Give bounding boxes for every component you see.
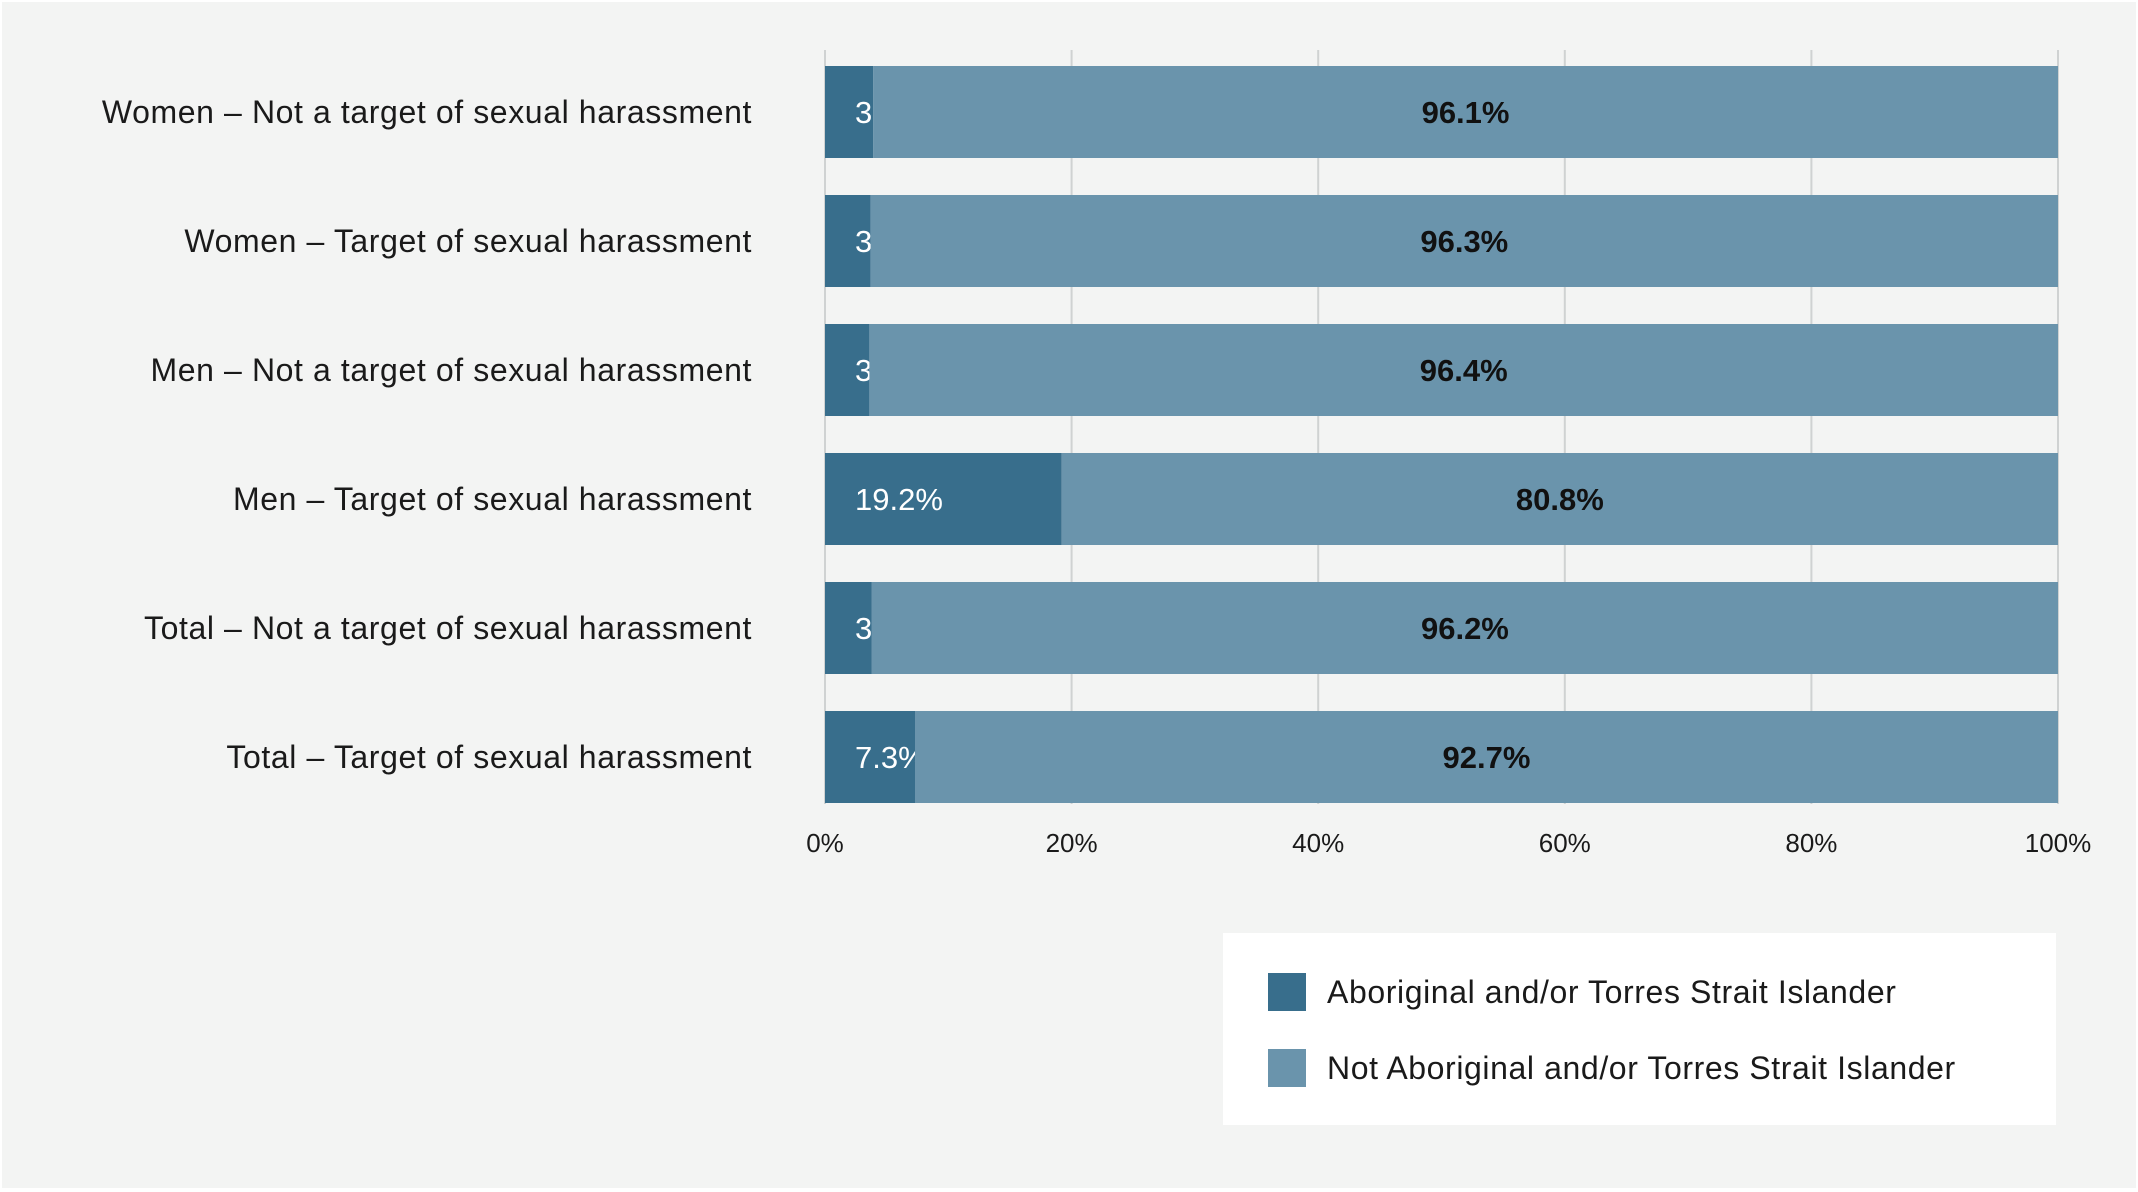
- x-tick-label: 100%: [2025, 828, 2092, 858]
- bar-series-1: [825, 324, 870, 416]
- data-label-series-2: 92.7%: [1443, 740, 1531, 775]
- legend-label: Not Aboriginal and/or Torres Strait Isla…: [1327, 1050, 1956, 1086]
- category-label: Men – Not a target of sexual harassment: [151, 352, 752, 388]
- legend-label: Aboriginal and/or Torres Strait Islander: [1327, 974, 1896, 1010]
- bar-series-2: [915, 711, 2058, 803]
- legend-swatch: [1268, 973, 1306, 1011]
- bar-series-2: [871, 582, 2058, 674]
- bar-series-2: [873, 66, 2059, 158]
- bar-series-2: [870, 195, 2058, 287]
- data-label-series-2: 96.3%: [1420, 224, 1508, 259]
- x-tick-label: 60%: [1539, 828, 1591, 858]
- bar-series-1: [825, 711, 916, 803]
- x-tick-label: 20%: [1046, 828, 1098, 858]
- category-label: Women – Target of sexual harassment: [184, 223, 752, 259]
- data-label-series-2: 96.4%: [1420, 353, 1508, 388]
- legend-box: [1223, 933, 2056, 1125]
- data-label-series-1: 19.2%: [855, 482, 943, 517]
- data-label-series-2: 96.2%: [1421, 611, 1509, 646]
- legend-swatch: [1268, 1049, 1306, 1087]
- data-label-series-2: 96.1%: [1422, 95, 1510, 130]
- bar-series-1: [825, 195, 871, 287]
- x-tick-label: 80%: [1785, 828, 1837, 858]
- bar-series-2: [869, 324, 2059, 416]
- category-label: Total – Target of sexual harassment: [226, 739, 752, 775]
- x-tick-label: 40%: [1292, 828, 1344, 858]
- x-tick-label: 0%: [806, 828, 844, 858]
- category-label: Women – Not a target of sexual harassmen…: [102, 94, 752, 130]
- bar-series-1: [825, 66, 874, 158]
- data-label-series-2: 80.8%: [1516, 482, 1604, 517]
- bar-series-1: [825, 453, 1062, 545]
- category-label: Men – Target of sexual harassment: [233, 481, 752, 517]
- bar-series-2: [1061, 453, 2058, 545]
- category-label: Total – Not a target of sexual harassmen…: [144, 610, 752, 646]
- data-label-series-1: 7.3%: [855, 740, 926, 775]
- bar-series-1: [825, 582, 872, 674]
